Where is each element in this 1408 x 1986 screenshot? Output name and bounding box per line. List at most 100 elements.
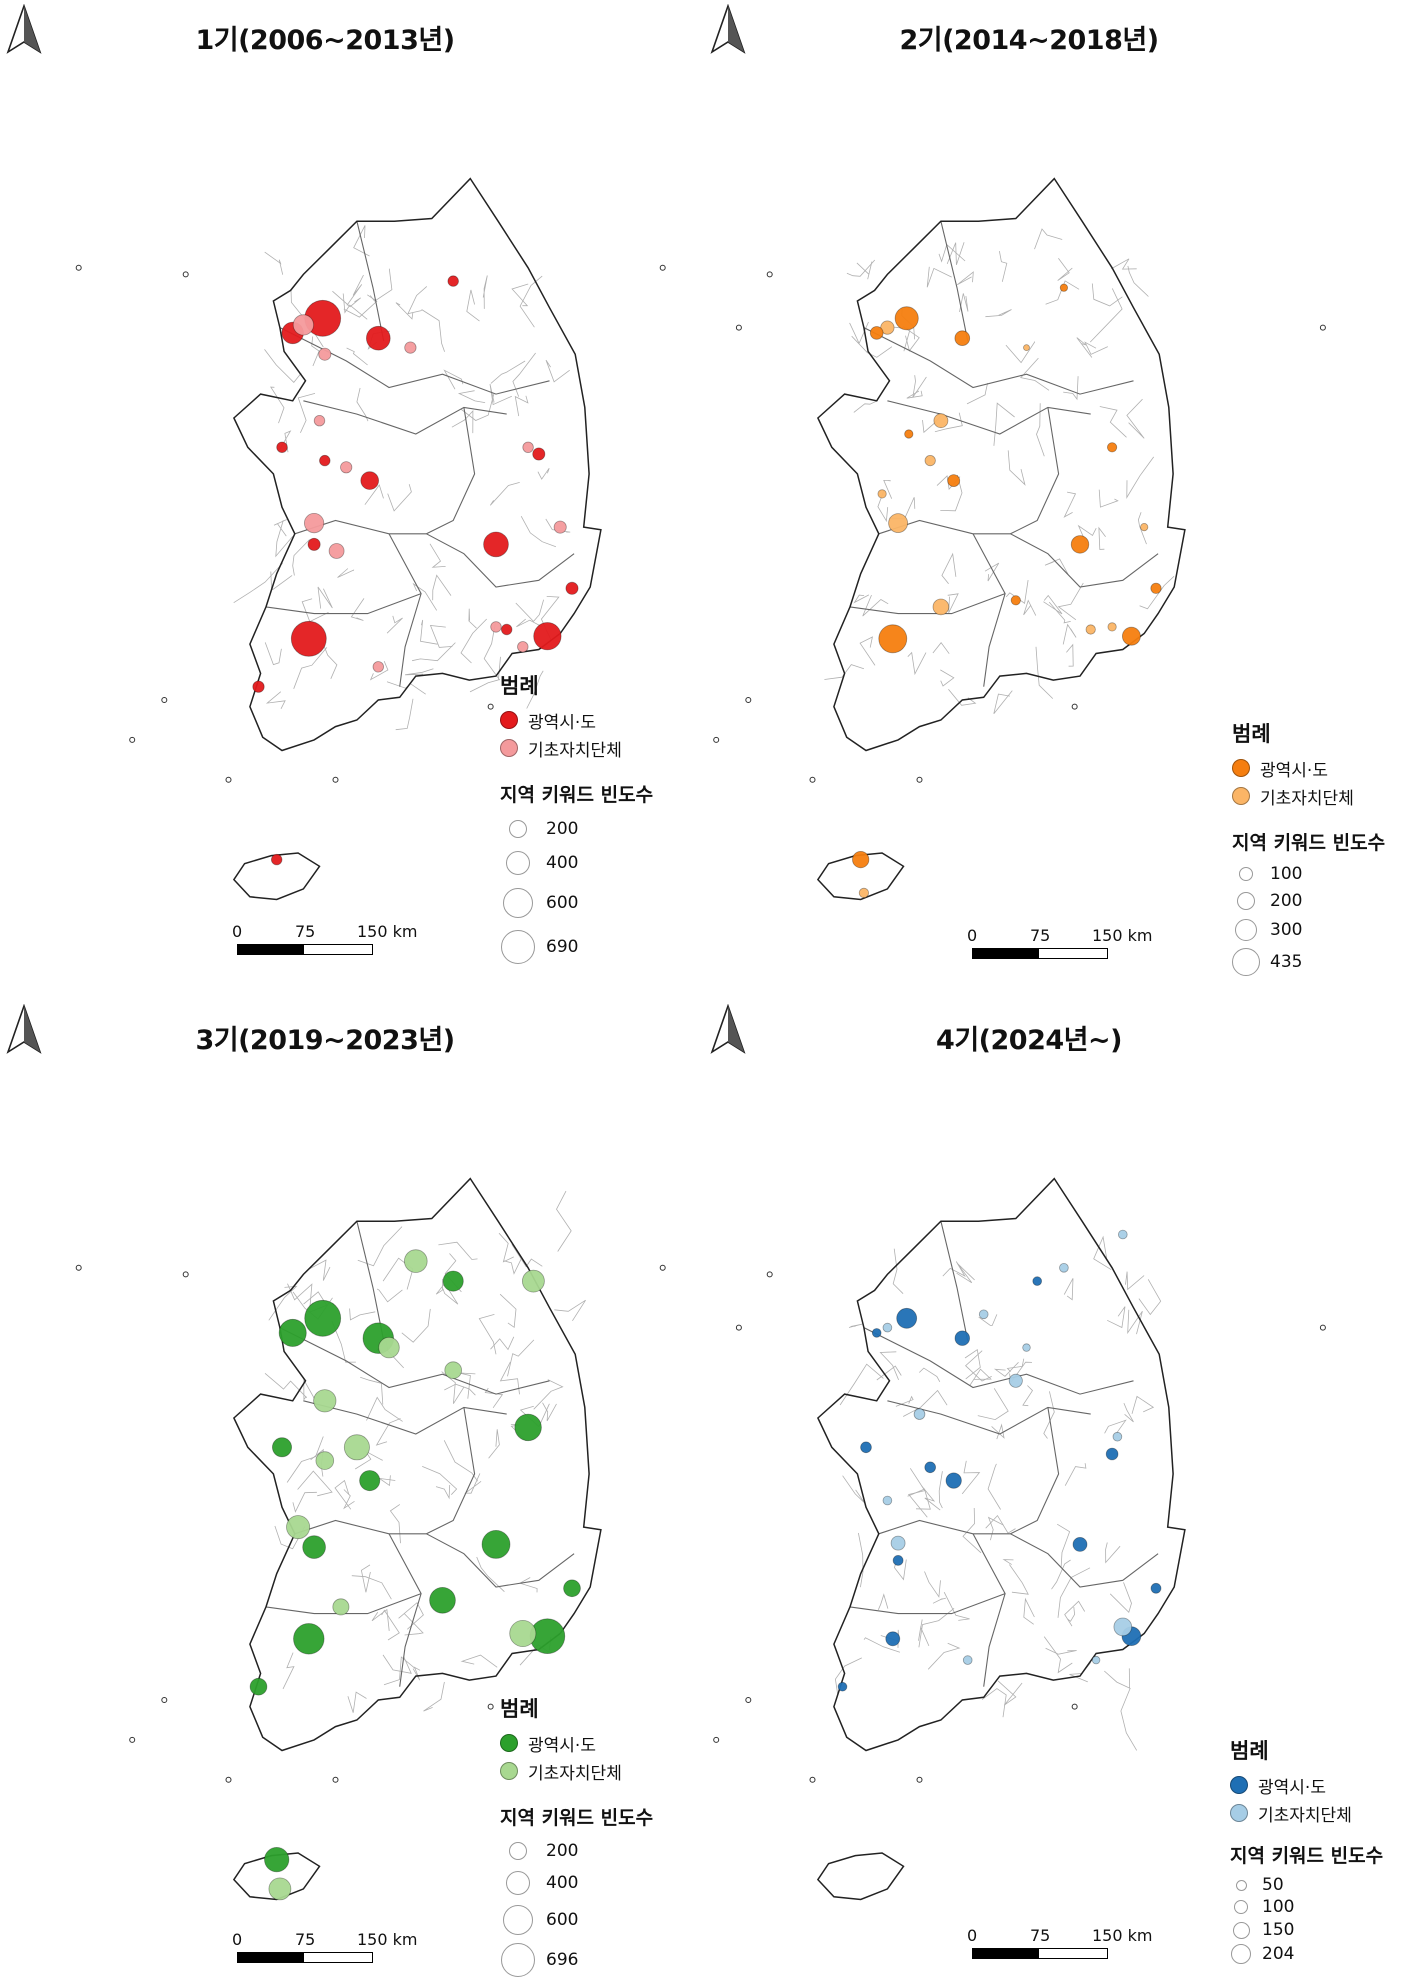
local-point xyxy=(877,489,887,499)
island xyxy=(713,1736,720,1743)
scale-label: 0 xyxy=(232,922,243,941)
metro-point xyxy=(271,1437,292,1458)
metro-label: 광역시·도 xyxy=(528,712,596,733)
island xyxy=(161,1697,168,1703)
metro-point xyxy=(837,1681,848,1692)
legend-heading: 범례 xyxy=(500,1697,539,1721)
scale-label: 0 xyxy=(967,926,978,945)
metro-point xyxy=(276,441,288,454)
local-point xyxy=(924,454,936,467)
korea-outline xyxy=(816,1177,1186,1752)
metro-point xyxy=(429,1587,456,1614)
size-circle xyxy=(501,1943,535,1977)
local-point xyxy=(1113,1617,1133,1637)
local-point xyxy=(343,1434,370,1461)
local-point xyxy=(522,441,534,454)
district-boundaries xyxy=(233,225,571,731)
metro-point xyxy=(249,1677,268,1696)
metro-point xyxy=(1107,442,1118,453)
island xyxy=(735,324,742,331)
scale-bar: 0 75 150 km xyxy=(232,1930,417,1963)
metro-point xyxy=(1032,1276,1042,1286)
metro-point xyxy=(481,1530,511,1559)
size-circle xyxy=(1237,892,1255,910)
size-label: 100 xyxy=(1262,1897,1295,1917)
metro-point xyxy=(319,454,331,467)
scale-label: 150 km xyxy=(1092,1926,1153,1945)
size-circle xyxy=(1235,1879,1247,1891)
metro-point xyxy=(945,1472,962,1489)
local-label: 기초자치단체 xyxy=(528,740,622,761)
metro-point xyxy=(533,622,562,651)
metro-point xyxy=(892,1555,904,1566)
local-swatch xyxy=(500,739,518,757)
island xyxy=(916,776,923,783)
local-point xyxy=(553,520,567,534)
local-swatch xyxy=(500,1762,518,1780)
north-arrow-icon xyxy=(6,4,42,54)
size-label: 400 xyxy=(546,853,579,873)
size-label: 600 xyxy=(546,1910,579,1930)
metro-point xyxy=(852,850,870,869)
metro-point xyxy=(1059,283,1069,292)
island xyxy=(745,1697,752,1703)
panel-period-4: 4기(2024년~) xyxy=(704,1000,1408,1986)
island xyxy=(916,1776,923,1783)
metro-point xyxy=(293,1623,325,1655)
province-boundaries xyxy=(849,221,1159,687)
local-point xyxy=(509,1620,537,1648)
island xyxy=(129,736,136,743)
size-label: 200 xyxy=(546,819,579,839)
metro-point xyxy=(894,306,919,331)
jeju-outline xyxy=(232,852,321,901)
metro-point xyxy=(878,624,908,654)
map-panel-1 xyxy=(75,177,742,901)
size-label: 150 xyxy=(1262,1920,1295,1940)
jeju-outline xyxy=(816,1852,905,1901)
local-point xyxy=(522,1269,545,1293)
metro-point xyxy=(954,1330,971,1346)
local-point xyxy=(444,1361,463,1379)
size-label: 690 xyxy=(546,937,579,957)
legend-heading: 범례 xyxy=(1230,1739,1269,1763)
island xyxy=(75,264,82,271)
metro-point xyxy=(532,447,546,461)
metro-point xyxy=(447,275,459,287)
local-point xyxy=(303,512,325,534)
local-swatch xyxy=(1230,1804,1248,1822)
size-label: 200 xyxy=(546,1841,579,1861)
size-circle xyxy=(509,820,527,838)
local-point xyxy=(888,513,908,533)
scale-label: 0 xyxy=(232,1930,243,1949)
local-point xyxy=(378,1336,400,1359)
metro-point xyxy=(1070,535,1090,554)
map-title: 4기(2024년~) xyxy=(936,1025,1122,1056)
local-point xyxy=(313,415,326,427)
local-point xyxy=(1008,1373,1023,1388)
local-swatch xyxy=(1232,787,1250,805)
size-legend-heading: 지역 키워드 빈도수 xyxy=(1230,1845,1384,1867)
size-circle xyxy=(509,1842,527,1860)
legend-heading: 범례 xyxy=(1232,722,1271,746)
province-boundaries xyxy=(265,221,575,687)
island xyxy=(809,776,816,783)
local-point xyxy=(933,413,949,429)
map-panel-3 xyxy=(75,1177,742,1901)
map-title: 3기(2019~2023년) xyxy=(195,1025,455,1056)
jeju-outline xyxy=(816,852,905,901)
size-label: 600 xyxy=(546,893,579,913)
scale-label: 75 xyxy=(295,1930,316,1949)
size-label: 200 xyxy=(1270,891,1303,911)
metro-swatch xyxy=(500,1734,518,1752)
island xyxy=(766,271,773,278)
island xyxy=(745,697,752,703)
metro-swatch xyxy=(500,711,518,729)
metro-label: 광역시·도 xyxy=(528,1735,596,1756)
size-label: 696 xyxy=(546,1950,579,1970)
legend-heading: 범례 xyxy=(500,674,539,698)
local-point xyxy=(1118,1229,1128,1240)
metro-point xyxy=(1122,626,1141,646)
map-title: 1기(2006~2013년) xyxy=(195,25,455,56)
scale-label: 150 km xyxy=(1092,926,1153,945)
